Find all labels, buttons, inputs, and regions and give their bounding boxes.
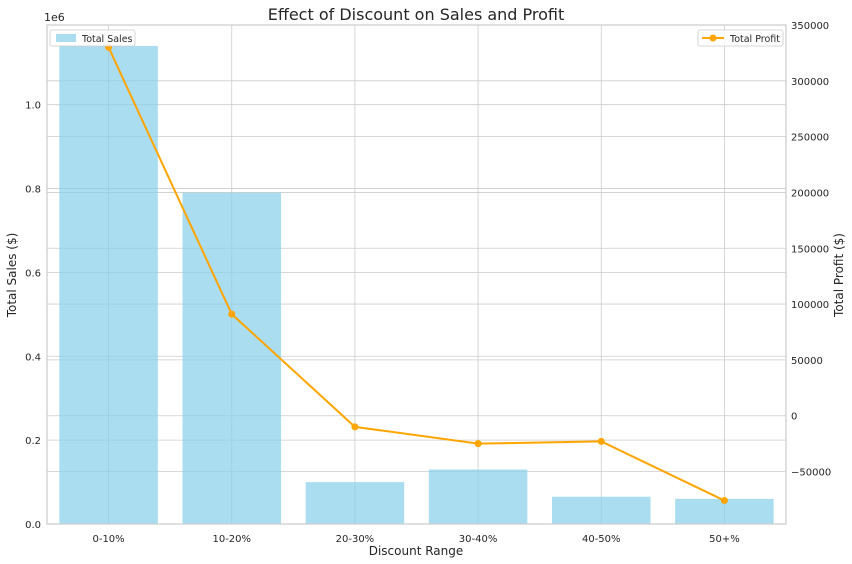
point-total-profit bbox=[475, 440, 482, 447]
x-tick-label: 50+% bbox=[709, 534, 740, 545]
y-left-offset-text: 1e6 bbox=[44, 11, 65, 24]
point-total-profit bbox=[228, 311, 235, 318]
point-total-profit bbox=[351, 423, 358, 430]
bar-total-sales bbox=[59, 46, 158, 524]
y-right-tick-label: 350000 bbox=[791, 21, 829, 32]
legend-sales: Total Sales bbox=[50, 30, 135, 46]
y-right-axis-label: Total Profit ($) bbox=[832, 233, 846, 318]
x-tick-label: 40-50% bbox=[582, 534, 621, 545]
y-left-tick-label: 0.2 bbox=[25, 436, 41, 447]
y-right-tick-label: 250000 bbox=[791, 133, 829, 144]
x-axis-label: Discount Range bbox=[369, 544, 464, 558]
y-right-tick-label: −50000 bbox=[791, 468, 831, 479]
legend-profit-marker bbox=[710, 35, 717, 42]
bar-total-sales bbox=[182, 193, 281, 524]
y-left-axis-label: Total Sales ($) bbox=[5, 233, 19, 319]
y-left-tick-label: 0.4 bbox=[25, 352, 41, 363]
legend-profit: Total Profit bbox=[698, 30, 783, 46]
y-right-tick-label: 0 bbox=[791, 412, 797, 423]
y-right-tick-label: 200000 bbox=[791, 188, 829, 199]
point-total-profit bbox=[721, 497, 728, 504]
y-right-tick-label: 150000 bbox=[791, 244, 829, 255]
y-left-tick-label: 1.0 bbox=[25, 101, 41, 112]
chart-title: Effect of Discount on Sales and Profit bbox=[268, 5, 565, 24]
x-tick-label: 30-40% bbox=[459, 534, 498, 545]
point-total-profit bbox=[598, 438, 605, 445]
legend-sales-swatch bbox=[56, 34, 76, 42]
y-right-tick-label: 100000 bbox=[791, 300, 829, 311]
y-right-tick-label: 300000 bbox=[791, 77, 829, 88]
bar-total-sales bbox=[306, 482, 405, 524]
y-left-tick-label: 0.6 bbox=[25, 268, 41, 279]
legend-profit-label: Total Profit bbox=[729, 34, 780, 45]
bar-total-sales bbox=[552, 497, 651, 524]
y-left-tick-label: 0.8 bbox=[25, 185, 41, 196]
y-right-tick-label: 50000 bbox=[791, 356, 823, 367]
x-tick-label: 10-20% bbox=[212, 534, 251, 545]
bar-total-sales bbox=[429, 469, 528, 524]
x-tick-label: 0-10% bbox=[92, 534, 124, 545]
y-left-tick-label: 0.0 bbox=[25, 520, 41, 531]
legend-sales-label: Total Sales bbox=[81, 34, 133, 45]
